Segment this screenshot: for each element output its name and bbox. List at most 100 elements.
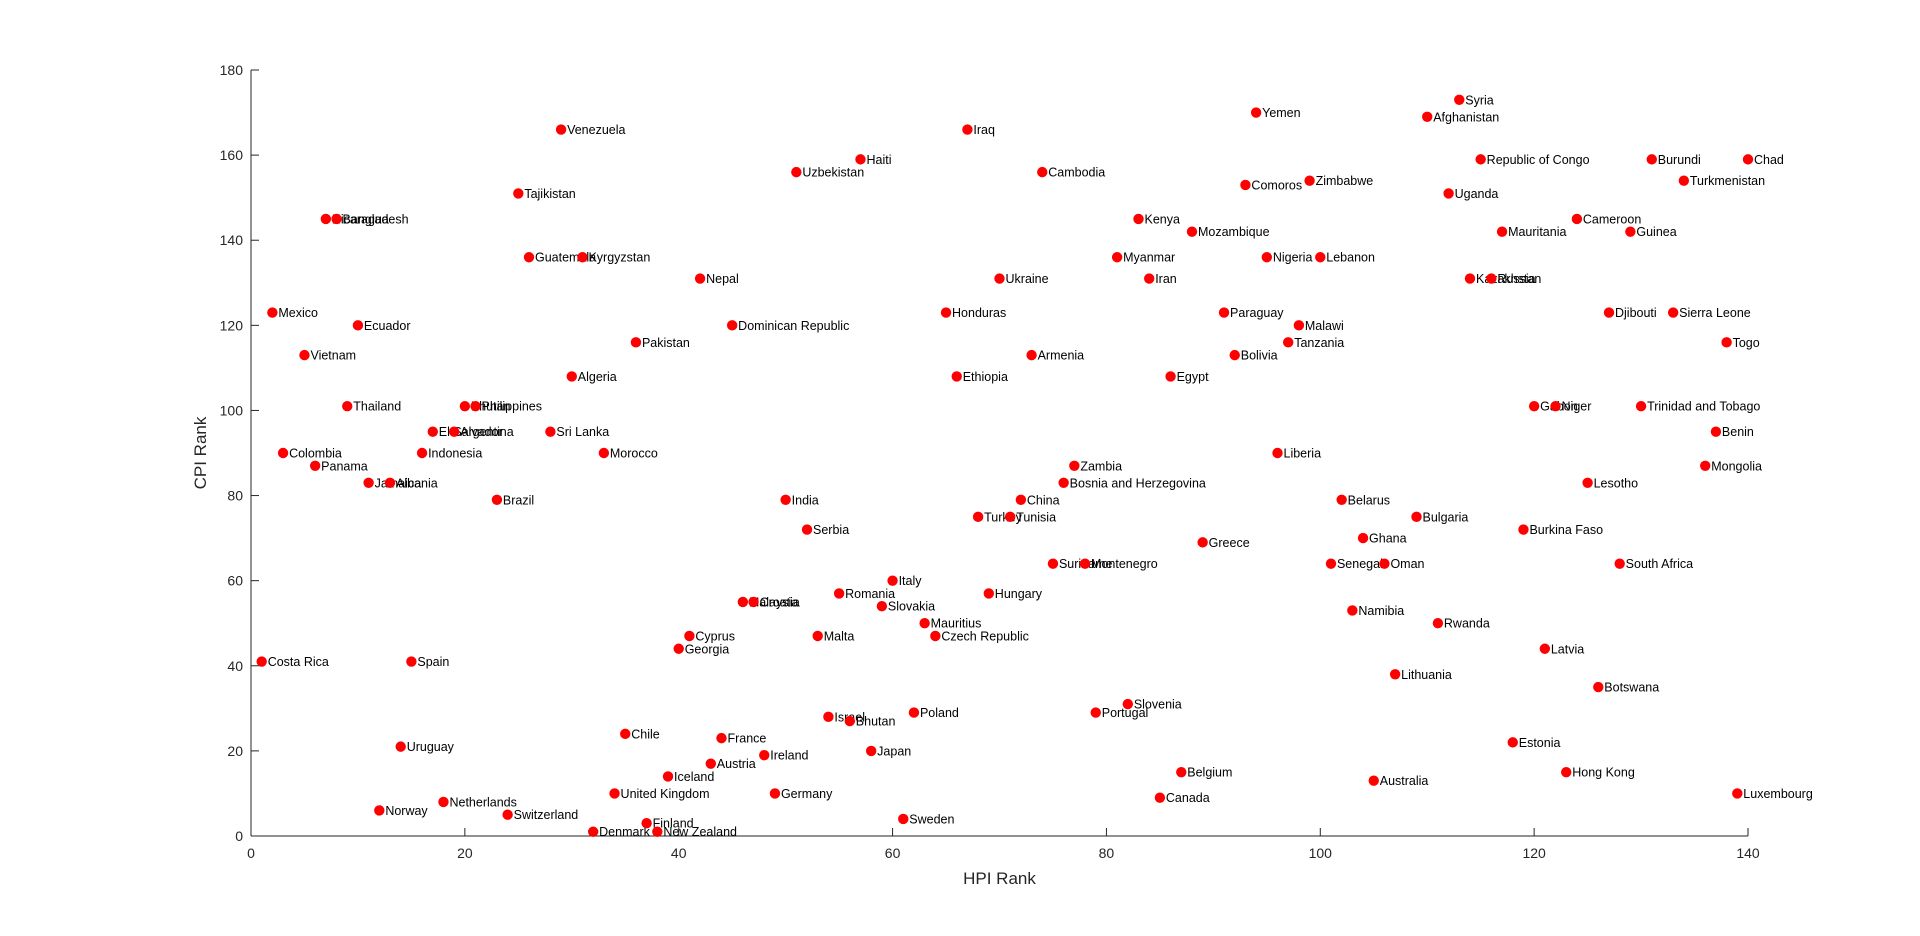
point-marker — [1486, 273, 1497, 284]
data-point: Canada — [1154, 791, 1210, 805]
point-marker — [673, 643, 684, 654]
point-label: Yemen — [1262, 106, 1301, 120]
point-label: France — [727, 732, 766, 746]
point-label: Indonesia — [428, 447, 482, 461]
data-point: Ukraine — [994, 272, 1049, 286]
point-label: Morocco — [610, 447, 658, 461]
data-point: Afghanistan — [1422, 110, 1499, 124]
data-point: Indonesia — [416, 447, 482, 461]
data-point: Tajikistan — [513, 187, 576, 201]
point-label: Cameroon — [1583, 212, 1641, 226]
point-label: Trinidad and Tobago — [1647, 400, 1760, 414]
data-point: Ecuador — [352, 319, 410, 333]
point-label: Belarus — [1348, 493, 1390, 507]
point-label: Turkmenistan — [1690, 174, 1765, 188]
point-label: Brazil — [503, 493, 534, 507]
point-marker — [395, 741, 406, 752]
point-label: Sri Lanka — [556, 425, 609, 439]
point-label: Bosnia and Herzegovina — [1070, 476, 1206, 490]
point-label: Croatia — [760, 595, 800, 609]
point-marker — [662, 771, 674, 782]
data-point: Kenya — [1133, 212, 1180, 226]
point-marker — [545, 426, 556, 437]
point-marker — [1293, 320, 1305, 331]
y-tick-label: 140 — [220, 232, 244, 248]
point-marker — [1721, 337, 1732, 348]
point-label: Bulgaria — [1423, 510, 1469, 524]
point-label: Malta — [824, 629, 855, 643]
point-marker — [641, 818, 652, 829]
point-label: Oman — [1390, 557, 1424, 571]
point-label: Slovenia — [1134, 698, 1182, 712]
point-marker — [1111, 252, 1123, 263]
point-marker — [1079, 558, 1091, 569]
data-point: Slovenia — [1122, 698, 1182, 712]
y-tick-label: 160 — [220, 147, 244, 163]
x-tick-label: 120 — [1522, 845, 1546, 861]
point-label: Costa Rica — [268, 655, 329, 669]
point-marker — [1561, 766, 1572, 778]
point-label: Slovakia — [888, 600, 935, 614]
data-point: Egypt — [1165, 370, 1209, 384]
point-label: Colombia — [289, 447, 342, 461]
point-marker — [801, 524, 813, 535]
axes: 0 20 40 60 80 100 120 140 0 20 40 60 80 100 120 140 160… — [220, 62, 1760, 861]
point-label: Algeria — [578, 370, 617, 384]
point-marker — [491, 494, 503, 506]
point-label: Chad — [1754, 153, 1784, 167]
point-label: Comoros — [1251, 178, 1302, 192]
data-point: Albania — [384, 476, 438, 490]
point-label: Niger — [1562, 400, 1592, 414]
data-point: Mexico — [267, 306, 318, 320]
point-marker — [1582, 477, 1593, 488]
point-marker — [652, 826, 663, 837]
data-point: Italy — [887, 574, 922, 588]
point-label: Zimbabwe — [1316, 174, 1374, 188]
data-point: Guinea — [1625, 225, 1677, 239]
data-point: Iceland — [662, 770, 714, 784]
point-marker — [1304, 175, 1315, 186]
point-label: Georgia — [685, 642, 730, 656]
data-point: Mozambique — [1186, 225, 1270, 239]
point-marker — [1496, 226, 1508, 237]
point-label: Cambodia — [1048, 166, 1105, 180]
x-tick-label: 60 — [885, 845, 901, 861]
point-label: Poland — [920, 706, 959, 720]
data-point: Malaysia — [737, 595, 798, 609]
point-label: Republic of Congo — [1487, 153, 1590, 167]
point-label: Tanzania — [1294, 336, 1344, 350]
point-label: Finland — [653, 817, 694, 831]
point-label: Honduras — [952, 306, 1006, 320]
point-label: Iceland — [674, 770, 714, 784]
point-label: Germany — [781, 787, 833, 801]
point-marker — [374, 805, 385, 816]
data-point: Zambia — [1069, 459, 1122, 473]
point-marker — [1667, 307, 1679, 318]
point-marker — [1443, 188, 1454, 199]
point-marker — [352, 320, 364, 331]
point-label: Myanmar — [1123, 251, 1175, 265]
point-label: Austria — [717, 757, 756, 771]
point-marker — [1539, 643, 1551, 654]
point-marker — [1646, 154, 1657, 165]
data-point: Chad — [1742, 153, 1784, 167]
point-label: Ukraine — [1006, 272, 1049, 286]
point-label: Senegal — [1337, 557, 1383, 571]
data-point: Brazil — [491, 493, 534, 507]
y-tick-label: 0 — [235, 828, 243, 844]
data-point: Algeria — [566, 370, 617, 384]
point-label: Rwanda — [1444, 617, 1490, 631]
data-point: Greece — [1197, 536, 1250, 550]
point-marker — [983, 588, 995, 599]
point-marker — [780, 494, 791, 506]
point-marker — [406, 656, 417, 667]
data-point: Zimbabwe — [1304, 174, 1373, 188]
point-marker — [299, 349, 310, 361]
point-marker — [930, 630, 941, 642]
point-label: Czech Republic — [941, 629, 1029, 643]
data-point: Malta — [812, 629, 855, 643]
data-point: Cambodia — [1037, 166, 1105, 180]
data-point: Czech Republic — [930, 629, 1029, 643]
point-label: Bhutan — [856, 715, 896, 729]
point-label: Latvia — [1551, 642, 1584, 656]
